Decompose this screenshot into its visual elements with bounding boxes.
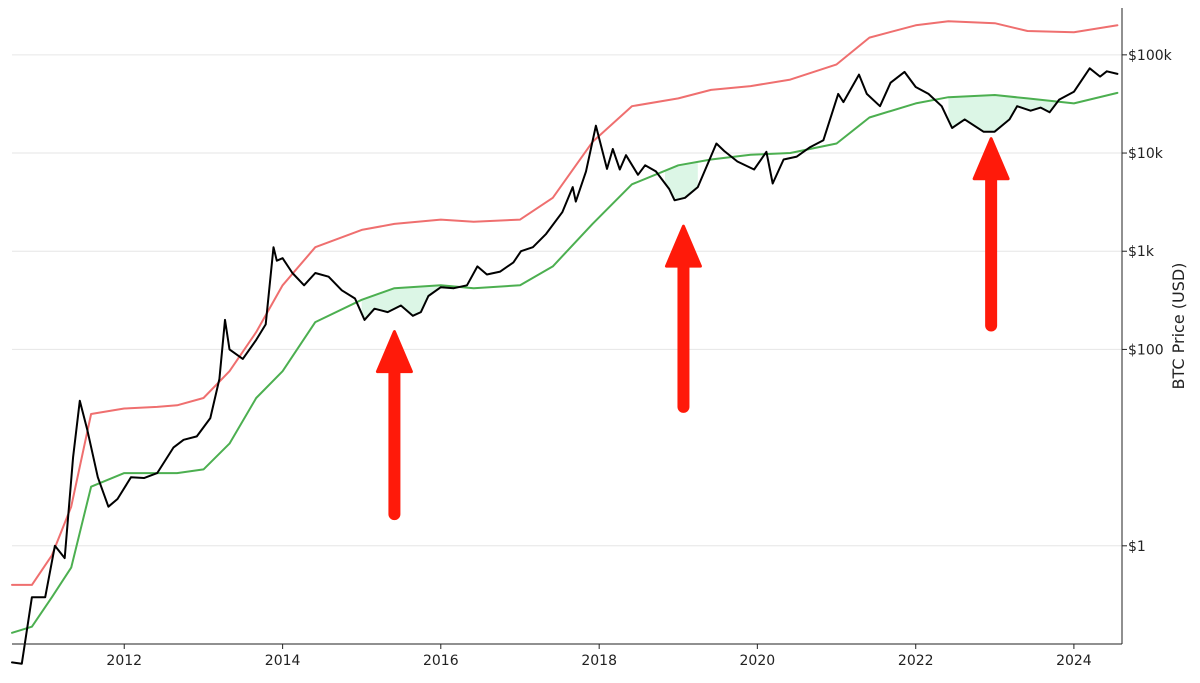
upper-band-line	[11, 20, 1119, 586]
x-tick-label: 2016	[423, 653, 459, 669]
below-band-region	[665, 161, 698, 201]
below-band-region	[948, 95, 1060, 132]
x-tick-label: 2014	[265, 653, 301, 669]
arrow-up-icon	[972, 137, 1010, 332]
series-lines	[11, 20, 1119, 665]
y-tick-label: $10k	[1128, 146, 1164, 162]
x-tick-label: 2020	[740, 653, 776, 669]
arrow-up-icon	[664, 224, 702, 413]
x-tick-label: 2024	[1056, 653, 1092, 669]
y-tick-label: $1k	[1128, 244, 1155, 260]
x-tick-label: 2018	[581, 653, 617, 669]
y-tick-label: $100k	[1128, 48, 1173, 64]
price-line	[11, 67, 1119, 665]
y-tick-label: $1	[1128, 539, 1146, 555]
y-tick-labels: $1 $100 $1k $10k $100k	[1122, 48, 1173, 555]
x-tick-labels: 2012 2014 2016 2018 2020 2022 2024	[106, 644, 1092, 669]
below-band-fill-regions	[361, 95, 1060, 320]
below-band-region	[361, 285, 464, 320]
axes	[12, 8, 1123, 645]
y-tick-label: $100	[1128, 342, 1164, 358]
lower-band-line	[11, 91, 1119, 634]
annotation-arrows	[375, 137, 1010, 521]
x-tick-label: 2022	[898, 653, 934, 669]
arrow-up-icon	[375, 330, 413, 521]
x-tick-label: 2012	[106, 653, 142, 669]
y-axis-title: BTC Price (USD)	[1169, 263, 1188, 390]
